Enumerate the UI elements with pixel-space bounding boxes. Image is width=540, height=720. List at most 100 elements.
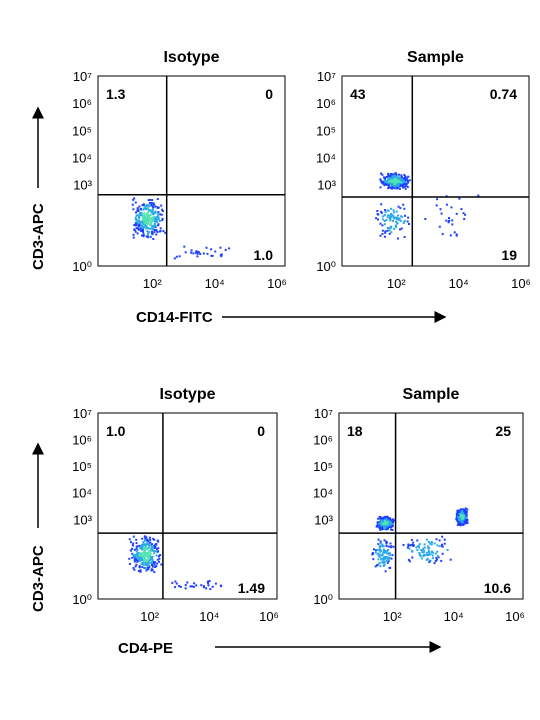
event-dot — [428, 551, 430, 554]
event-dot — [134, 224, 137, 227]
population-1 — [128, 535, 163, 574]
event-dot — [149, 559, 151, 562]
event-dot — [132, 208, 135, 211]
y-tick-label: 10⁶ — [72, 433, 92, 448]
event-dot — [214, 250, 217, 253]
event-dot — [155, 565, 158, 568]
event-dot — [438, 225, 441, 228]
event-dot — [148, 202, 151, 204]
event-dot — [446, 549, 449, 551]
event-dot — [383, 539, 386, 542]
event-dot — [407, 181, 410, 184]
event-dot — [455, 233, 458, 236]
event-dot — [389, 225, 392, 228]
event-dot — [183, 245, 186, 248]
event-dot — [377, 538, 380, 541]
event-dot — [147, 211, 149, 214]
event-dot — [394, 175, 396, 177]
event-dot — [380, 524, 383, 527]
event-dot — [428, 542, 431, 545]
event-dot — [390, 526, 393, 529]
event-dot — [398, 173, 401, 176]
event-dot — [380, 210, 383, 213]
event-dot — [133, 197, 136, 200]
event-dot — [380, 179, 383, 182]
event-dot — [422, 554, 425, 557]
event-dot — [477, 194, 480, 197]
event-dot — [408, 223, 410, 225]
event-dot — [144, 216, 146, 219]
event-dot — [376, 210, 379, 212]
event-dot — [422, 547, 425, 550]
event-dot — [379, 550, 382, 553]
event-dot — [140, 552, 143, 555]
event-dot — [150, 211, 153, 214]
event-dot — [388, 174, 391, 177]
event-dot — [391, 175, 394, 177]
event-dot — [377, 552, 380, 555]
event-dot — [398, 187, 401, 190]
event-dot — [384, 557, 387, 560]
plot-title: Isotype — [163, 49, 219, 66]
event-dot — [149, 217, 152, 220]
event-dot — [434, 560, 437, 562]
event-dot — [391, 182, 394, 185]
event-dot — [379, 540, 382, 543]
event-dot — [148, 544, 150, 547]
event-dot — [377, 562, 380, 565]
event-dot — [385, 219, 388, 221]
event-dot — [387, 517, 390, 520]
event-dot — [178, 255, 181, 258]
event-dot — [385, 542, 388, 545]
event-dot — [151, 225, 154, 228]
event-dot — [150, 222, 153, 225]
event-dot — [399, 219, 402, 222]
quadrant-lower-right-value: 1.49 — [238, 580, 265, 596]
event-dot — [154, 229, 157, 232]
event-dot — [145, 227, 148, 230]
event-dot — [423, 546, 426, 549]
event-dot — [377, 543, 380, 546]
event-dot — [379, 561, 382, 564]
event-dot — [157, 211, 160, 213]
event-dot — [210, 248, 213, 251]
x-tick-label: 10⁶ — [267, 276, 287, 291]
event-dot — [391, 518, 394, 521]
event-dot — [209, 588, 212, 591]
event-dot — [142, 208, 145, 211]
event-dot — [139, 555, 142, 558]
event-dot — [401, 179, 403, 182]
event-dot — [144, 218, 147, 220]
event-dot — [398, 179, 401, 182]
event-dot — [450, 206, 453, 209]
event-dot — [376, 564, 379, 567]
event-dot — [379, 234, 382, 237]
event-dot — [142, 561, 145, 564]
event-dot — [386, 552, 389, 555]
event-dot — [390, 521, 392, 524]
event-dot — [456, 523, 459, 526]
event-dot — [147, 562, 150, 564]
event-dot — [426, 554, 429, 556]
event-dot — [141, 555, 144, 558]
event-dot — [152, 206, 155, 209]
event-dot — [437, 556, 440, 559]
event-dot — [465, 513, 468, 516]
event-dot — [154, 216, 157, 219]
event-dot — [157, 218, 160, 221]
event-dot — [141, 225, 144, 228]
event-dot — [389, 567, 392, 569]
event-dot — [197, 250, 199, 253]
event-dot — [465, 510, 468, 513]
event-dot — [392, 214, 395, 217]
event-dot — [135, 563, 138, 566]
event-dot — [379, 516, 382, 519]
event-dot — [142, 230, 144, 233]
event-dot — [153, 220, 156, 223]
event-dot — [157, 224, 160, 227]
plot-frame — [338, 412, 524, 600]
event-dot — [147, 232, 150, 234]
event-dot — [175, 255, 178, 258]
plot-panel-4: Sample 18 25 10.6 10⁰ 10³ 10⁴ 10⁵ 10⁶ 10⁷ 10² 10⁴ 10… — [313, 386, 525, 624]
event-dot — [157, 212, 160, 215]
